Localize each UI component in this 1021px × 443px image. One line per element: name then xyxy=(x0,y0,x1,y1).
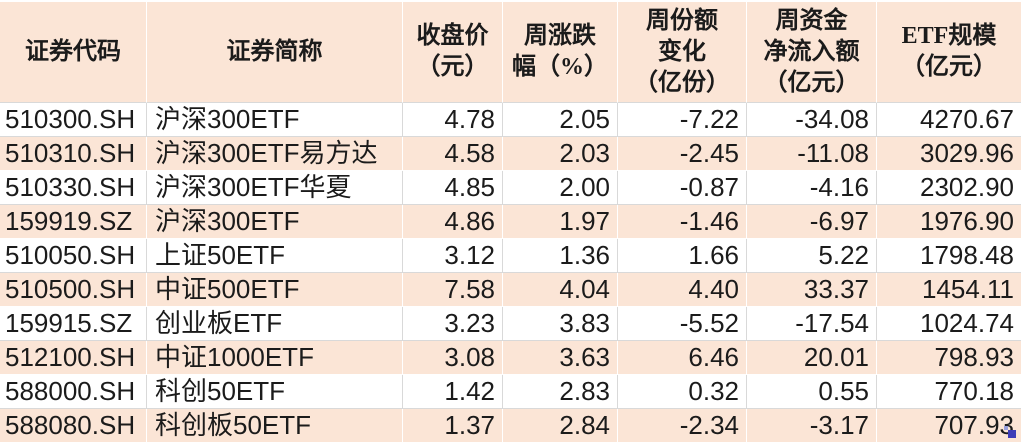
table-row: 159915.SZ 创业板ETF 3.23 3.83 -5.52 -17.54 1024.7… xyxy=(0,307,1021,341)
cell-share_chg[interactable]: 1.66 xyxy=(618,239,747,273)
table-row: 588000.SH 科创50ETF 1.42 2.83 0.32 0.55 770.18 xyxy=(0,375,1021,409)
cell-etf_scale[interactable]: 798.93 xyxy=(877,341,1021,375)
cell-share_chg[interactable]: -5.52 xyxy=(618,307,747,341)
cell-share_chg[interactable]: -7.22 xyxy=(618,103,747,137)
cell-weekly_chg[interactable]: 3.83 xyxy=(503,307,618,341)
cell-net_inflow[interactable]: -4.16 xyxy=(747,171,877,205)
cell-etf_scale[interactable]: 1976.90 xyxy=(877,205,1021,239)
cell-code[interactable]: 510500.SH xyxy=(0,273,147,307)
cell-code[interactable]: 588000.SH xyxy=(0,375,147,409)
cell-name[interactable]: 沪深300ETF xyxy=(147,103,403,137)
table-row: 512100.SH 中证1000ETF 3.08 3.63 6.46 20.01 798.9… xyxy=(0,341,1021,375)
cell-name[interactable]: 上证50ETF xyxy=(147,239,403,273)
selection-corner-glint xyxy=(1004,426,1008,430)
cell-close[interactable]: 4.58 xyxy=(403,137,503,171)
cell-share_chg[interactable]: 0.32 xyxy=(618,375,747,409)
cell-net_inflow[interactable]: -6.97 xyxy=(747,205,877,239)
table-row: 159919.SZ 沪深300ETF 4.86 1.97 -1.46 -6.97 1976.… xyxy=(0,205,1021,239)
cell-etf_scale[interactable]: 3029.96 xyxy=(877,137,1021,171)
cell-net_inflow[interactable]: 0.55 xyxy=(747,375,877,409)
column-header-name[interactable]: 证券简称 xyxy=(147,0,403,103)
cell-etf_scale[interactable]: 707.93 xyxy=(877,409,1021,443)
column-header-etf_scale[interactable]: ETF规模 （亿元） xyxy=(877,0,1021,103)
column-header-share_chg[interactable]: 周份额 变化 （亿份） xyxy=(618,0,747,103)
cell-weekly_chg[interactable]: 1.97 xyxy=(503,205,618,239)
table-header: 证券代码 证券简称 收盘价 （元） 周涨跌 幅（%） 周份额 变化 （亿份） 周资金 净流… xyxy=(0,0,1021,103)
cell-etf_scale[interactable]: 1454.11 xyxy=(877,273,1021,307)
column-header-weekly_chg[interactable]: 周涨跌 幅（%） xyxy=(503,0,618,103)
cell-code[interactable]: 510330.SH xyxy=(0,171,147,205)
cell-share_chg[interactable]: -2.45 xyxy=(618,137,747,171)
cell-share_chg[interactable]: -1.46 xyxy=(618,205,747,239)
cell-name[interactable]: 中证500ETF xyxy=(147,273,403,307)
cell-name[interactable]: 科创板50ETF xyxy=(147,409,403,443)
cell-share_chg[interactable]: -0.87 xyxy=(618,171,747,205)
cell-name[interactable]: 创业板ETF xyxy=(147,307,403,341)
column-header-close[interactable]: 收盘价 （元） xyxy=(403,0,503,103)
cell-net_inflow[interactable]: -11.08 xyxy=(747,137,877,171)
cell-close[interactable]: 3.23 xyxy=(403,307,503,341)
table-body: 510300.SH 沪深300ETF 4.78 2.05 -7.22 -34.08 4270… xyxy=(0,103,1021,443)
cell-share_chg[interactable]: -2.34 xyxy=(618,409,747,443)
cell-net_inflow[interactable]: 20.01 xyxy=(747,341,877,375)
cell-weekly_chg[interactable]: 2.83 xyxy=(503,375,618,409)
cell-name[interactable]: 科创50ETF xyxy=(147,375,403,409)
cell-etf_scale[interactable]: 2302.90 xyxy=(877,171,1021,205)
cell-close[interactable]: 4.78 xyxy=(403,103,503,137)
cell-etf_scale[interactable]: 4270.67 xyxy=(877,103,1021,137)
cell-net_inflow[interactable]: -3.17 xyxy=(747,409,877,443)
cell-net_inflow[interactable]: 33.37 xyxy=(747,273,877,307)
cell-code[interactable]: 159919.SZ xyxy=(0,205,147,239)
cell-code[interactable]: 588080.SH xyxy=(0,409,147,443)
cell-close[interactable]: 3.08 xyxy=(403,341,503,375)
cell-weekly_chg[interactable]: 1.36 xyxy=(503,239,618,273)
table-row: 510310.SH 沪深300ETF易方达 4.58 2.03 -2.45 -11.08 3… xyxy=(0,137,1021,171)
cell-code[interactable]: 512100.SH xyxy=(0,341,147,375)
cell-code[interactable]: 159915.SZ xyxy=(0,307,147,341)
cell-etf_scale[interactable]: 1798.48 xyxy=(877,239,1021,273)
cell-close[interactable]: 4.85 xyxy=(403,171,503,205)
column-header-code[interactable]: 证券代码 xyxy=(0,0,147,103)
cell-share_chg[interactable]: 6.46 xyxy=(618,341,747,375)
cell-close[interactable]: 1.37 xyxy=(403,409,503,443)
cell-name[interactable]: 沪深300ETF易方达 xyxy=(147,137,403,171)
header-row: 证券代码 证券简称 收盘价 （元） 周涨跌 幅（%） 周份额 变化 （亿份） 周资金 净流… xyxy=(0,0,1021,103)
cell-net_inflow[interactable]: 5.22 xyxy=(747,239,877,273)
cell-weekly_chg[interactable]: 2.00 xyxy=(503,171,618,205)
cell-code[interactable]: 510050.SH xyxy=(0,239,147,273)
cell-net_inflow[interactable]: -34.08 xyxy=(747,103,877,137)
cell-close[interactable]: 1.42 xyxy=(403,375,503,409)
cell-share_chg[interactable]: 4.40 xyxy=(618,273,747,307)
cell-code[interactable]: 510310.SH xyxy=(0,137,147,171)
selection-fill-handle[interactable] xyxy=(1008,430,1016,438)
cell-close[interactable]: 4.86 xyxy=(403,205,503,239)
cell-name[interactable]: 沪深300ETF华夏 xyxy=(147,171,403,205)
cell-weekly_chg[interactable]: 3.63 xyxy=(503,341,618,375)
cell-weekly_chg[interactable]: 2.05 xyxy=(503,103,618,137)
cell-weekly_chg[interactable]: 4.04 xyxy=(503,273,618,307)
cell-etf_scale[interactable]: 770.18 xyxy=(877,375,1021,409)
table-row: 510050.SH 上证50ETF 3.12 1.36 1.66 5.22 1798.48 xyxy=(0,239,1021,273)
cell-etf_scale[interactable]: 1024.74 xyxy=(877,307,1021,341)
cell-name[interactable]: 中证1000ETF xyxy=(147,341,403,375)
table-row: 510330.SH 沪深300ETF华夏 4.85 2.00 -0.87 -4.16 230… xyxy=(0,171,1021,205)
cell-weekly_chg[interactable]: 2.03 xyxy=(503,137,618,171)
table-row: 510500.SH 中证500ETF 7.58 4.04 4.40 33.37 1454.1… xyxy=(0,273,1021,307)
table-row: 588080.SH 科创板50ETF 1.37 2.84 -2.34 -3.17 707.9… xyxy=(0,409,1021,443)
cell-close[interactable]: 7.58 xyxy=(403,273,503,307)
cell-weekly_chg[interactable]: 2.84 xyxy=(503,409,618,443)
column-header-net_inflow[interactable]: 周资金 净流入额 （亿元） xyxy=(747,0,877,103)
cell-net_inflow[interactable]: -17.54 xyxy=(747,307,877,341)
cell-code[interactable]: 510300.SH xyxy=(0,103,147,137)
cell-name[interactable]: 沪深300ETF xyxy=(147,205,403,239)
table-row: 510300.SH 沪深300ETF 4.78 2.05 -7.22 -34.08 4270… xyxy=(0,103,1021,137)
cell-close[interactable]: 3.12 xyxy=(403,239,503,273)
